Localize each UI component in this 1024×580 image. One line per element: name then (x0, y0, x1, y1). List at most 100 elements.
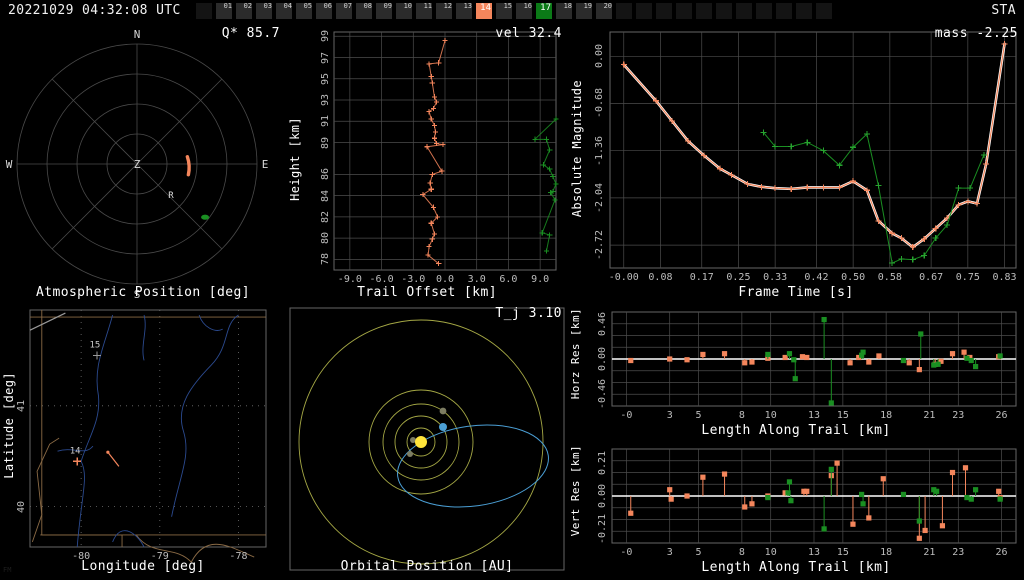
compass-e: E (262, 158, 269, 171)
state-borders (30, 310, 266, 563)
axis-tick: 15 (836, 547, 849, 558)
axis-tick: -1.36 (594, 135, 605, 166)
axis-tick: 10 (764, 547, 777, 558)
frame-thumbnail-strip[interactable]: 01 02 03 04 05 06 07 08 09 10 11 12 13 14 15 16 17 18 19 20 (196, 2, 832, 20)
frame-thumb-05[interactable]: 05 (296, 2, 312, 19)
frame-thumb-03[interactable]: 03 (256, 2, 272, 19)
frame-thumb-15[interactable]: 15 (496, 2, 512, 19)
frame-thumb-label: 02 (243, 2, 252, 10)
sun (415, 436, 427, 448)
q-star-value: Q* 85.7 (221, 26, 280, 41)
frame-thumb-06[interactable]: 06 (316, 2, 332, 19)
frame-thumb-01[interactable]: 01 (216, 2, 232, 19)
frame-thumb-x22[interactable] (636, 3, 652, 19)
frame-thumb-08[interactable]: 08 (356, 2, 372, 19)
horz-res-svg (611, 311, 1017, 407)
frame-thumb-x0[interactable] (196, 3, 212, 19)
frame-thumb-18[interactable]: 18 (556, 2, 572, 19)
axis-tick: 26 (995, 410, 1008, 421)
frame-thumb-14[interactable]: 14 (476, 3, 492, 19)
axis-tick: 0.0 (435, 274, 455, 285)
frame-thumb-16[interactable]: 16 (516, 2, 532, 19)
frame-thumb-x30[interactable] (796, 3, 812, 19)
polar-xlabel: Atmospheric Position [deg] (36, 285, 250, 300)
tisserand-value: T_j 3.10 (495, 306, 562, 321)
frame-thumb-x23[interactable] (656, 3, 672, 19)
radiant-label: R (168, 191, 174, 201)
polar-plot-svg: N E S W Z R (6, 28, 269, 301)
axis-tick: 18 (880, 547, 893, 558)
station-marker-14: 14 (70, 446, 82, 466)
frame-thumb-label: 13 (463, 2, 472, 10)
axis-tick: -2.72 (594, 230, 605, 261)
frame-thumb-12[interactable]: 12 (436, 2, 452, 19)
frametime-xlabel: Frame Time [s] (738, 285, 854, 300)
frame-thumb-label: 16 (523, 2, 532, 10)
vertical-residuals-panel: Vert Res [km] Length Along Trail [km] -0… (568, 439, 1024, 576)
trail-xlabel: Trail Offset [km] (357, 285, 497, 300)
series-station-17 (760, 129, 987, 267)
frame-thumb-x31[interactable] (816, 3, 832, 19)
orbit-svg (289, 307, 565, 571)
frame-thumb-label: 01 (223, 2, 232, 10)
axis-tick: 0.00 (597, 346, 608, 372)
frame-thumb-13[interactable]: 13 (456, 2, 472, 19)
frame-thumb-x24[interactable] (676, 3, 692, 19)
frame-thumb-11[interactable]: 11 (416, 2, 432, 19)
axis-tick: 3 (666, 410, 673, 421)
axis-tick: 93 (320, 93, 331, 107)
series-station-14 (628, 349, 1002, 373)
frame-thumb-label: 10 (403, 2, 412, 10)
compass-n: N (134, 28, 141, 41)
frame-thumb-x27[interactable] (736, 3, 752, 19)
frame-thumb-x21[interactable] (616, 3, 632, 19)
axis-tick: 0.58 (877, 272, 902, 283)
axis-tick: 15 (836, 410, 849, 421)
axis-tick: 99 (320, 30, 331, 43)
frame-thumb-label: 20 (603, 2, 612, 10)
frame-thumb-17[interactable]: 17 (536, 3, 552, 19)
frame-thumb-04[interactable]: 04 (276, 2, 292, 19)
axis-tick: 84 (320, 189, 331, 202)
axis-tick: 6.0 (499, 274, 518, 285)
axis-tick: 0.42 (804, 272, 829, 283)
axis-tick: 10 (764, 410, 777, 421)
frame-thumb-10[interactable]: 10 (396, 2, 412, 19)
axis-tick: 13 (807, 547, 821, 558)
axis-tick: 5 (695, 547, 702, 558)
horz-xlabel: Length Along Trail [km] (701, 423, 891, 438)
frame-thumb-label: 18 (563, 2, 572, 10)
vert-ylabel: Vert Res [km] (569, 445, 582, 537)
frame-thumb-x29[interactable] (776, 3, 792, 19)
light-curve-svg (609, 31, 1017, 269)
axis-tick: 0.08 (648, 272, 673, 283)
series-station-17 (765, 466, 1003, 532)
frame-thumb-20[interactable]: 20 (596, 2, 612, 19)
frame-thumb-x25[interactable] (696, 3, 712, 19)
planets (407, 407, 447, 457)
meteoroid-orbit (397, 424, 549, 508)
utc-timestamp: 20221029 04:32:08 UTC (8, 3, 181, 18)
axis-tick: 9.0 (531, 274, 550, 285)
frame-thumb-09[interactable]: 09 (376, 2, 392, 19)
series-station-14 (620, 40, 1008, 251)
frame-thumb-19[interactable]: 19 (576, 2, 592, 19)
axis-tick: 86 (320, 168, 331, 181)
axis-tick: 0.33 (763, 272, 788, 283)
frame-thumb-x28[interactable] (756, 3, 772, 19)
series-station-17 (765, 316, 1003, 406)
axis-tick: 0.67 (919, 272, 944, 283)
axis-tick: 21 (923, 547, 936, 558)
axis-tick: -0 (620, 547, 633, 558)
station-green (201, 214, 210, 220)
frame-thumb-x26[interactable] (716, 3, 732, 19)
frame-thumb-02[interactable]: 02 (236, 2, 252, 19)
compass-w: W (6, 158, 13, 171)
frame-thumb-07[interactable]: 07 (336, 2, 352, 19)
trail-offset-panel: vel 32.4 Height [km] Trail Offset [km] -… (286, 22, 568, 302)
axis-tick: 3 (666, 547, 673, 558)
axis-tick: -0.21 (597, 513, 608, 544)
axis-tick: -0 (620, 410, 633, 421)
series-station-14 (420, 37, 448, 267)
axis-tick: 40 (16, 500, 27, 513)
